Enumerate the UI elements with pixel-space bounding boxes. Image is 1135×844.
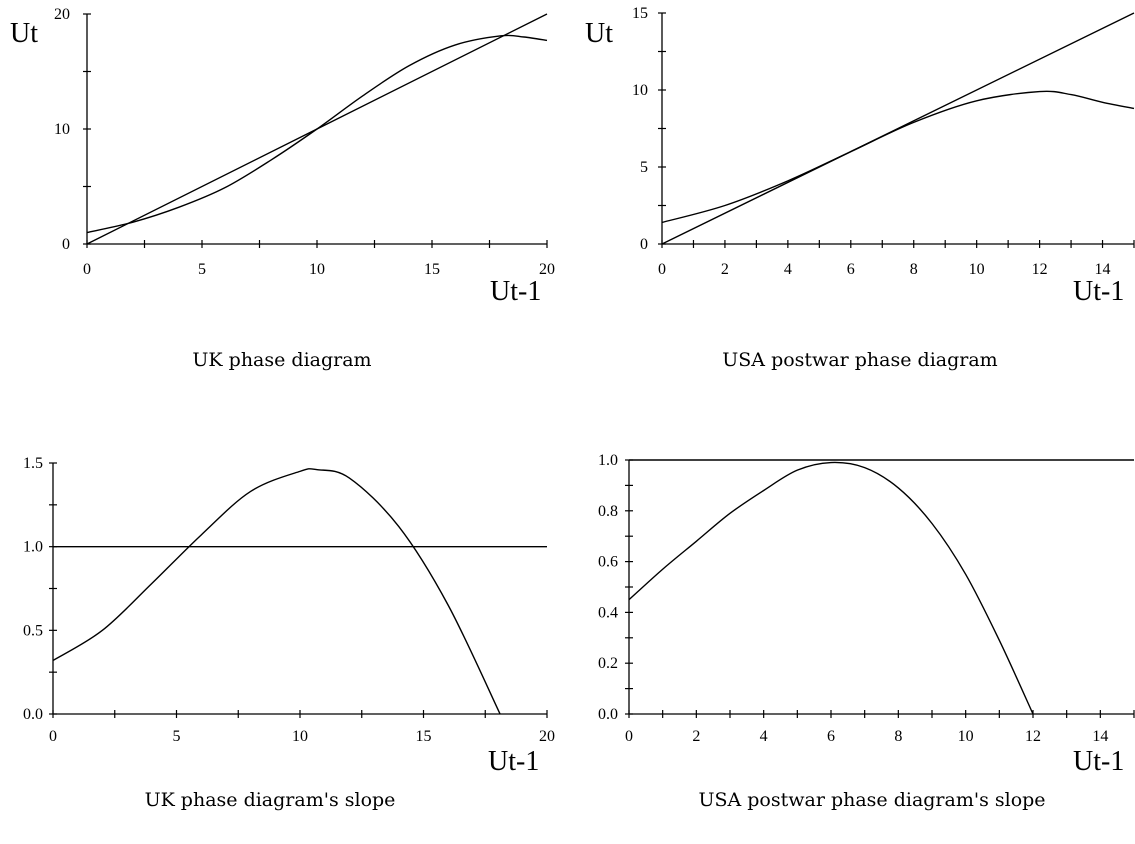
x-tick-label: 20: [539, 728, 555, 745]
y-tick-label: 1.5: [23, 455, 43, 472]
chart-caption: UK phase diagram: [192, 349, 371, 371]
x-tick-label: 12: [1025, 728, 1041, 745]
x-axis-label: Ut-1: [1073, 276, 1124, 307]
reference-line: [86, 13, 548, 245]
x-tick-label: 6: [847, 261, 855, 278]
series-curve: [661, 90, 1135, 224]
x-tick-label: 0: [625, 728, 633, 745]
x-tick-label: 15: [416, 728, 432, 745]
y-tick-label: 0.6: [598, 554, 618, 571]
chart-caption: USA postwar phase diagram: [722, 349, 997, 371]
chart-panel-2: 0 2 4 6 8 10 12 14 0 5 10 15 Ut Ut-1 USA postwar phase…: [585, 5, 1135, 371]
x-tick-label: 10: [309, 261, 325, 278]
x-tick-label: 2: [692, 728, 700, 745]
x-axis-label: Ut-1: [488, 746, 539, 777]
x-tick-label: 20: [539, 261, 555, 278]
series-curve: [52, 468, 501, 715]
x-tick-label: 6: [827, 728, 835, 745]
series-curve: [86, 34, 548, 234]
x-tick-label: 12: [1032, 261, 1048, 278]
x-tick-label: 5: [173, 728, 181, 745]
chart-panel-4: 0 2 4 6 8 10 12 14 0.0 0.2 0.4 0.6 0.8 1.0 Ut-1 USA pos…: [598, 452, 1135, 811]
x-axis-label: Ut-1: [1073, 746, 1124, 777]
x-tick-label: 14: [1095, 261, 1111, 278]
chart-caption: USA postwar phase diagram's slope: [698, 789, 1045, 811]
x-tick-label: 0: [83, 261, 91, 278]
series-curve: [628, 461, 1034, 715]
x-tick-label: 10: [292, 728, 308, 745]
y-axis-label: Ut: [585, 18, 613, 49]
x-tick-label: 4: [784, 261, 792, 278]
x-tick-label: 2: [721, 261, 729, 278]
y-tick-label: 0: [62, 236, 70, 253]
y-axis-label: Ut: [10, 18, 38, 49]
reference-line: [661, 12, 1135, 245]
y-tick-label: 10: [632, 82, 648, 99]
y-tick-label: 10: [54, 121, 70, 138]
y-tick-label: 1.0: [23, 539, 43, 556]
x-tick-label: 0: [658, 261, 666, 278]
chart-panel-1: 0 5 10 15 20 0 10 20 Ut Ut-1 UK phase diagram: [10, 6, 555, 371]
y-tick-label: 0.8: [598, 503, 618, 520]
x-tick-label: 15: [424, 261, 440, 278]
x-tick-label: 8: [910, 261, 918, 278]
y-tick-label: 5: [640, 159, 648, 176]
y-tick-label: 20: [54, 6, 70, 23]
y-tick-label: 0.0: [23, 706, 43, 723]
y-tick-label: 15: [632, 5, 648, 22]
x-axis-label: Ut-1: [490, 276, 541, 307]
y-tick-label: 0.2: [598, 655, 618, 672]
y-tick-label: 0.4: [598, 604, 618, 621]
x-tick-label: 14: [1092, 728, 1108, 745]
y-tick-label: 1.0: [598, 452, 618, 469]
x-tick-label: 10: [969, 261, 985, 278]
y-tick-label: 0: [640, 236, 648, 253]
y-tick-label: 0.5: [23, 622, 43, 639]
chart-caption: UK phase diagram's slope: [145, 789, 396, 811]
x-tick-label: 5: [198, 261, 206, 278]
x-tick-label: 0: [49, 728, 57, 745]
x-tick-label: 10: [958, 728, 974, 745]
x-tick-label: 8: [894, 728, 902, 745]
chart-panel-3: 0 5 10 15 20 0.0 0.5 1.0 1.5 Ut-1 UK phase diagram…: [23, 455, 555, 811]
y-tick-label: 0.0: [598, 706, 618, 723]
x-tick-label: 4: [760, 728, 768, 745]
